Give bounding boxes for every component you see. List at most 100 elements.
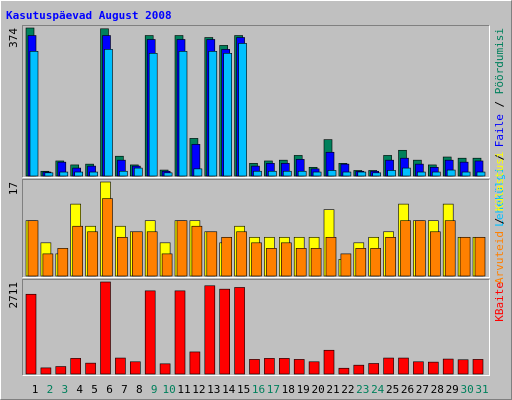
panel-border-dark	[22, 25, 490, 178]
x-tick-label: 10	[162, 383, 175, 396]
bar	[368, 363, 380, 375]
bar	[219, 288, 230, 375]
bar	[323, 349, 335, 375]
x-tick-label: 17	[267, 383, 280, 396]
bar	[327, 170, 337, 177]
x-tick-label: 25	[386, 383, 399, 396]
x-tick-label: 27	[416, 383, 429, 396]
y-tick-label: 17	[7, 182, 20, 195]
x-tick-label: 30	[460, 383, 473, 396]
panel-border-dark	[22, 279, 490, 376]
x-tick-label: 13	[207, 383, 220, 396]
bar	[221, 236, 232, 277]
bar	[249, 359, 260, 375]
bar	[472, 359, 484, 375]
bar	[115, 357, 126, 375]
x-tick-label: 1	[32, 383, 39, 396]
bar	[178, 51, 188, 177]
legend-entry: Külastusi	[493, 152, 506, 212]
bar	[446, 169, 456, 177]
bar	[132, 231, 143, 277]
bar	[457, 359, 469, 375]
bar	[387, 170, 396, 177]
x-tick-label: 7	[121, 383, 128, 396]
bar	[400, 220, 411, 277]
bar	[44, 172, 54, 177]
bar	[119, 170, 128, 177]
x-tick-label: 8	[136, 383, 143, 396]
bar	[174, 290, 186, 375]
panel-border-light	[22, 279, 490, 376]
bar	[134, 167, 143, 177]
bar	[413, 361, 424, 375]
x-tick-label: 15	[237, 383, 250, 396]
bar	[27, 220, 39, 277]
x-tick-label: 11	[177, 383, 190, 396]
bar	[238, 43, 247, 177]
bar	[431, 171, 441, 177]
x-tick-label: 26	[401, 383, 414, 396]
bar	[161, 253, 173, 277]
bar	[40, 367, 52, 375]
bar	[25, 293, 37, 375]
bar	[293, 359, 305, 375]
bar	[70, 358, 81, 375]
bar	[353, 364, 365, 375]
legend-separator: /	[493, 147, 506, 167]
bar	[144, 290, 156, 375]
bar	[191, 225, 203, 277]
bar	[429, 231, 441, 277]
bar	[427, 361, 439, 375]
x-tick-label: 12	[192, 383, 205, 396]
bar	[442, 358, 454, 375]
panel	[22, 26, 490, 178]
legend-separator: /	[493, 211, 506, 231]
bar	[372, 172, 382, 177]
bar	[206, 231, 218, 277]
y-tick-label: 374	[7, 28, 20, 48]
bar	[104, 49, 113, 177]
bar	[474, 236, 486, 277]
bar	[295, 248, 307, 277]
legend: KBaite	[493, 282, 506, 322]
bar	[357, 171, 367, 177]
bar	[204, 285, 216, 375]
bar	[234, 287, 245, 375]
x-tick-label: 6	[106, 383, 113, 396]
x-tick-label: 2	[47, 383, 54, 396]
bar	[146, 231, 158, 277]
bar	[308, 361, 320, 375]
bar	[159, 363, 171, 375]
bar	[444, 220, 456, 277]
legend-separator: /	[493, 94, 506, 114]
x-tick-label: 20	[311, 383, 324, 396]
bar	[87, 231, 98, 277]
bar	[340, 253, 352, 277]
x-tick-label: 3	[61, 383, 68, 396]
bar	[342, 171, 352, 177]
legend-entry: KBaite	[493, 282, 506, 322]
legend: Lehekülgi / Faile / Pöördumisi	[493, 28, 506, 227]
panel-border-dark	[22, 179, 490, 278]
chart-title: Kasutuspäevad August 2008	[6, 9, 172, 22]
bar	[176, 220, 188, 277]
bar	[55, 366, 67, 375]
bar	[102, 198, 113, 277]
legend-entry: Arvuteid	[493, 231, 506, 284]
bar	[461, 171, 471, 177]
bar	[253, 170, 262, 177]
bar	[476, 171, 486, 177]
bar	[208, 51, 218, 177]
x-tick-label: 9	[151, 383, 158, 396]
bar	[312, 171, 322, 177]
bar	[398, 357, 409, 375]
x-tick-label: 4	[76, 383, 83, 396]
bar	[29, 51, 39, 177]
bar	[278, 358, 290, 375]
bar	[130, 361, 141, 375]
bar	[280, 242, 292, 277]
bar	[370, 248, 382, 277]
legend-entry: Pöördumisi	[493, 28, 506, 94]
legend: Arvuteid / Külastusi	[493, 152, 506, 284]
